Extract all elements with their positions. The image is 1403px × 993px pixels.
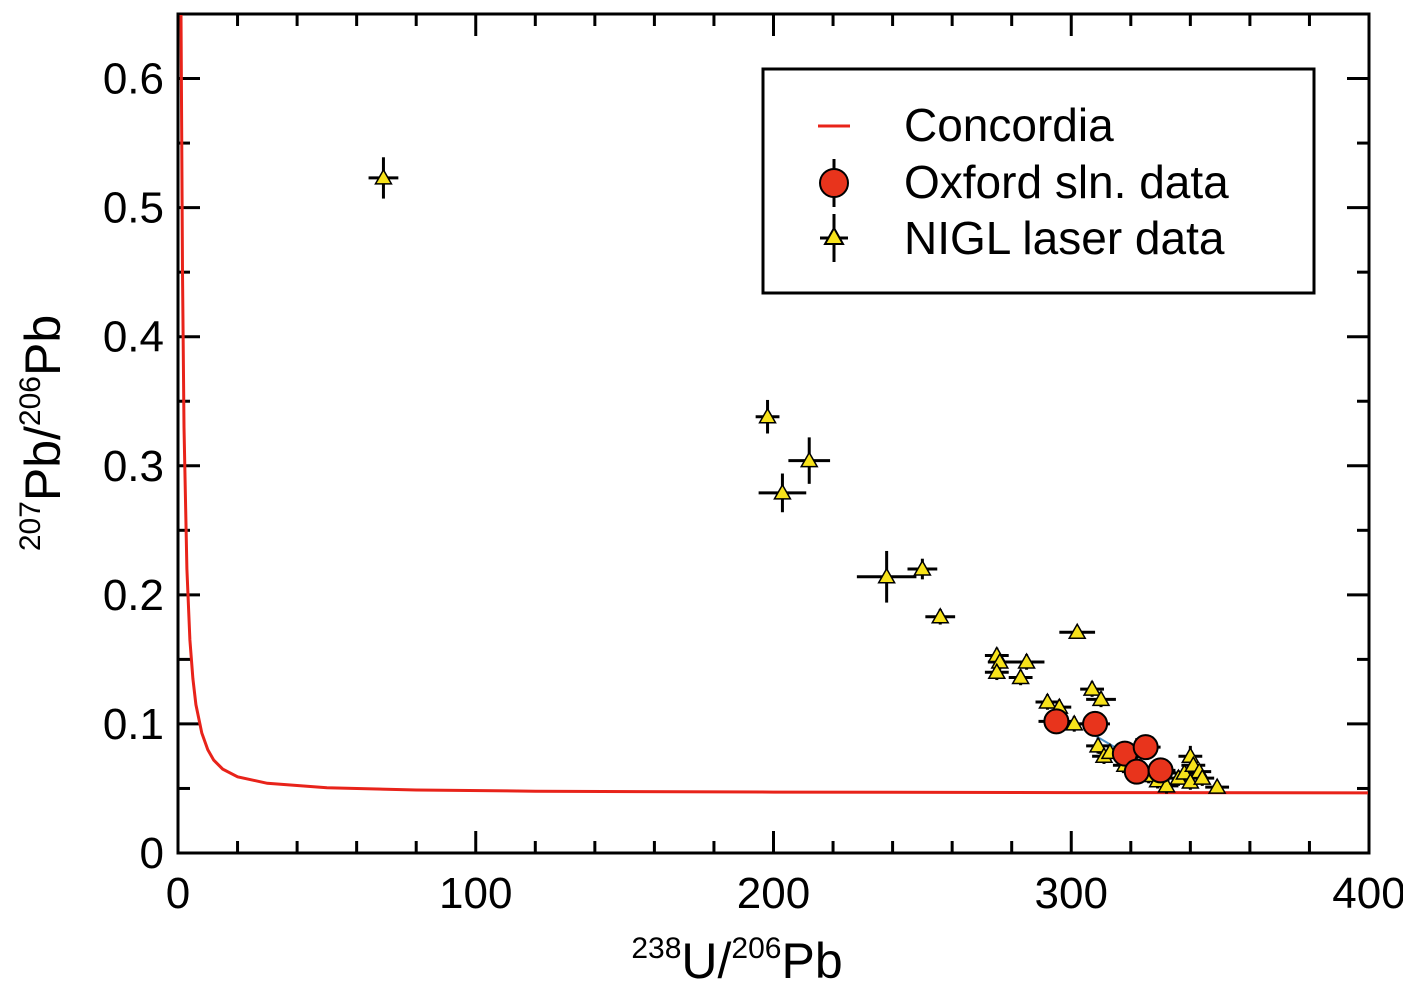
y-tick-label: 0.2: [103, 571, 164, 620]
y-tick-label: 0.6: [103, 55, 164, 104]
nigl-point: [990, 652, 1010, 669]
x-axis-label-iso-top: 238: [631, 932, 681, 965]
y-axis-label-iso-bottom: 206: [14, 376, 47, 426]
oxford-point: [1082, 710, 1109, 737]
y-tick-label: 0.1: [103, 700, 164, 749]
x-tick-label: 400: [1332, 869, 1403, 918]
nigl-point: [1067, 622, 1087, 640]
legend-nigl-label: NIGL laser data: [904, 212, 1225, 264]
y-axis-label-main: Pb/: [15, 426, 71, 501]
nigl-point: [1091, 689, 1111, 707]
y-tick-label: 0.3: [103, 442, 164, 491]
nigl-point: [987, 662, 1007, 680]
x-tick-label: 300: [1035, 869, 1108, 918]
nigl-point: [930, 607, 950, 624]
nigl-point: [374, 168, 393, 185]
x-tick-label: 200: [737, 869, 810, 918]
y-tick-label: 0.5: [103, 184, 164, 233]
y-axis-label: 207Pb/206Pb: [14, 315, 71, 551]
oxford-point: [1147, 757, 1174, 784]
x-axis-label-main: U/: [681, 933, 731, 989]
x-axis-label: 238U/206Pb: [631, 932, 842, 989]
x-axis-label-iso-bottom: 206: [731, 932, 781, 965]
axis-tick-labels: 0 100 200 300 400 0 0.1 0.2 0.3 0.4 0.5 0.6: [103, 55, 1403, 918]
nigl-point: [913, 559, 932, 576]
legend-oxford-marker: [819, 168, 849, 198]
oxford-point: [1043, 708, 1070, 735]
oxford-point: [1123, 758, 1150, 785]
legend: Concordia Oxford sln. data NIGL laser da…: [761, 67, 1316, 295]
nigl-point: [1017, 652, 1036, 669]
legend-nigl-marker: [823, 225, 845, 245]
nigl-point: [1192, 768, 1212, 785]
x-tick-label: 100: [439, 869, 512, 918]
y-tick-label: 0.4: [103, 313, 164, 362]
data-markers: [374, 168, 1227, 794]
legend-oxford-label: Oxford sln. data: [904, 156, 1229, 208]
nigl-point: [1207, 777, 1227, 794]
legend-box: [761, 67, 1316, 295]
nigl-point: [1082, 679, 1102, 696]
nigl-point: [1088, 736, 1108, 753]
nigl-point: [877, 567, 896, 584]
nigl-point: [758, 407, 777, 424]
concordia-curve: [179, 15, 1368, 795]
nigl-point: [799, 451, 819, 468]
nigl-point: [773, 483, 792, 500]
legend-concordia-label: Concordia: [904, 99, 1114, 151]
y-axis-label-end: Pb: [15, 315, 71, 376]
oxford-point: [1132, 734, 1159, 761]
axis-ticks: [176, 12, 1371, 855]
x-tick-label: 0: [166, 869, 190, 918]
nigl-point: [1038, 692, 1057, 709]
nigl-point: [1011, 667, 1030, 685]
x-axis-label-end: Pb: [781, 933, 842, 989]
y-axis-label-iso-top: 207: [14, 501, 47, 551]
y-tick-label: 0: [140, 829, 164, 878]
nigl-point: [1064, 714, 1084, 731]
